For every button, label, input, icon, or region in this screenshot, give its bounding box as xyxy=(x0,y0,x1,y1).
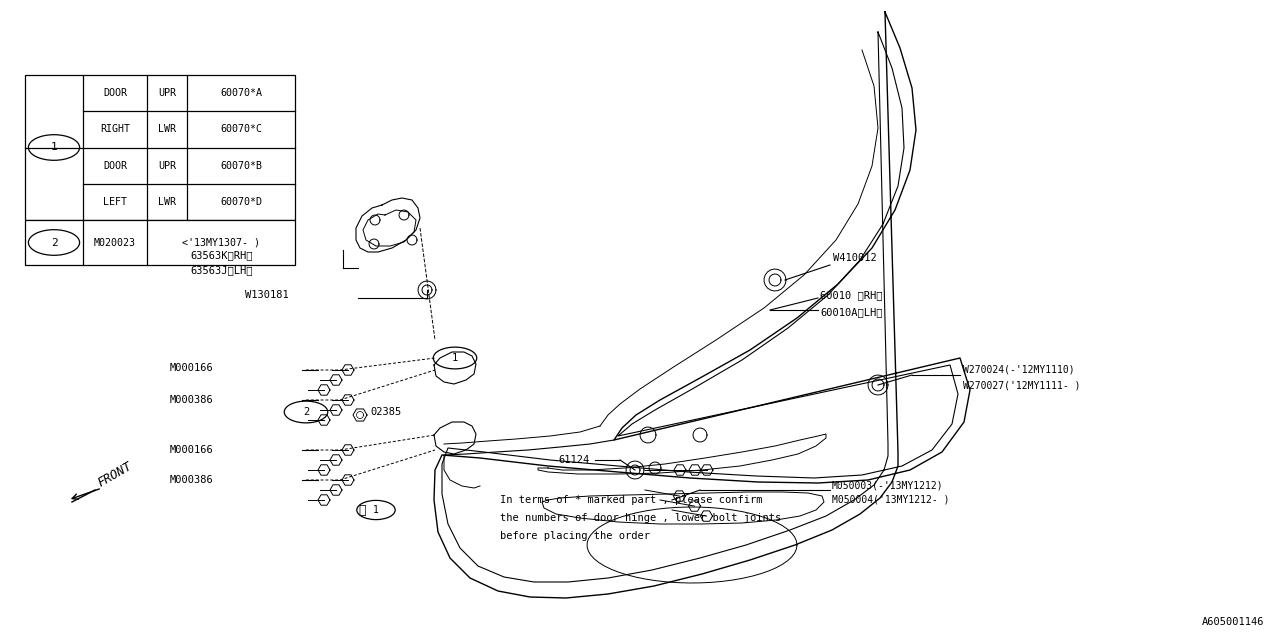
Text: 1: 1 xyxy=(372,505,379,515)
Text: <'13MY1307- ): <'13MY1307- ) xyxy=(182,237,260,248)
Text: 63563K〈RH〉: 63563K〈RH〉 xyxy=(189,250,252,260)
Text: DOOR: DOOR xyxy=(102,88,127,98)
Text: 02385: 02385 xyxy=(370,407,401,417)
Text: 61124: 61124 xyxy=(559,455,590,465)
Text: RIGHT: RIGHT xyxy=(100,124,131,134)
Text: LEFT: LEFT xyxy=(102,197,127,207)
Text: 60070*C: 60070*C xyxy=(220,124,262,134)
Bar xyxy=(26,75,294,220)
Text: 60070*B: 60070*B xyxy=(220,161,262,171)
Text: W410012: W410012 xyxy=(833,253,877,263)
Text: the numbers of door hinge , lower bolt joints: the numbers of door hinge , lower bolt j… xyxy=(500,513,781,523)
Text: 60010A〈LH〉: 60010A〈LH〉 xyxy=(820,307,882,317)
Text: M050004('13MY1212- ): M050004('13MY1212- ) xyxy=(832,495,950,505)
Text: M000166: M000166 xyxy=(170,363,214,373)
Text: UPR: UPR xyxy=(157,88,177,98)
Text: 2: 2 xyxy=(51,237,58,248)
Text: In terms of * marked part , please confirm: In terms of * marked part , please confi… xyxy=(500,495,763,505)
Text: LWR: LWR xyxy=(157,197,177,207)
Text: 1: 1 xyxy=(452,353,458,363)
Text: W130181: W130181 xyxy=(244,290,289,300)
Text: UPR: UPR xyxy=(157,161,177,171)
Text: M000386: M000386 xyxy=(170,395,214,405)
Text: A605001146: A605001146 xyxy=(1202,617,1265,627)
Text: DOOR: DOOR xyxy=(102,161,127,171)
Text: LWR: LWR xyxy=(157,124,177,134)
Text: before placing the order: before placing the order xyxy=(500,531,650,541)
Text: 2: 2 xyxy=(303,407,310,417)
Text: 60010 〈RH〉: 60010 〈RH〉 xyxy=(820,290,882,300)
Text: W270027('12MY1111- ): W270027('12MY1111- ) xyxy=(963,380,1080,390)
Text: 63563J〈LH〉: 63563J〈LH〉 xyxy=(189,265,252,275)
Bar xyxy=(26,220,294,265)
Text: M000386: M000386 xyxy=(170,475,214,485)
Text: W270024(-'12MY1110): W270024(-'12MY1110) xyxy=(963,365,1075,375)
Text: M050003(-'13MY1212): M050003(-'13MY1212) xyxy=(832,480,943,490)
Text: M020023: M020023 xyxy=(93,237,136,248)
Text: M000166: M000166 xyxy=(170,445,214,455)
Text: 60070*D: 60070*D xyxy=(220,197,262,207)
Text: FRONT: FRONT xyxy=(96,460,134,490)
Text: 60070*A: 60070*A xyxy=(220,88,262,98)
Text: 1: 1 xyxy=(51,143,58,152)
Text: ※: ※ xyxy=(358,504,366,516)
